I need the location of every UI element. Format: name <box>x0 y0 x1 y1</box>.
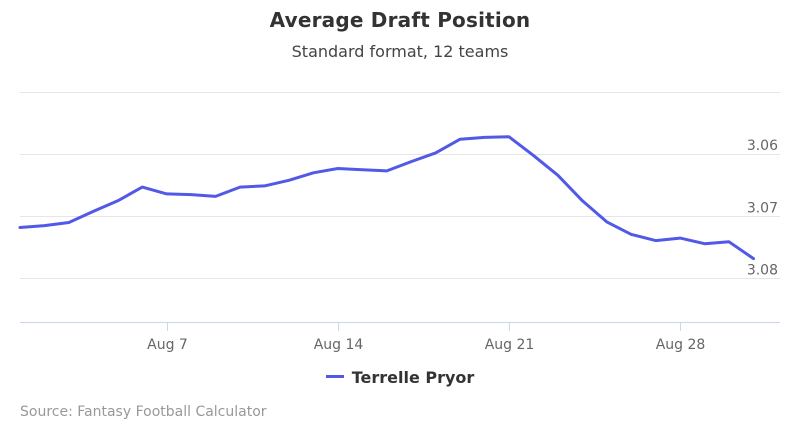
chart-subtitle: Standard format, 12 teams <box>291 42 509 61</box>
x-tick-label: Aug 7 <box>147 337 188 353</box>
legend-swatch <box>325 375 344 378</box>
x-tick-label: Aug 28 <box>656 337 706 353</box>
y-tick-label: 3.07 <box>747 200 778 216</box>
legend-label: Terrelle Pryor <box>351 368 475 387</box>
y-tick-label: 3.06 <box>747 138 778 154</box>
series-layer <box>18 135 755 261</box>
x-tick-label: Aug 21 <box>485 337 535 353</box>
x-axis-ticks: Aug 7 Aug 14 Aug 21 Aug 28 <box>147 322 705 353</box>
y-axis-ticks: 3.06 3.07 3.08 <box>747 138 778 278</box>
y-tick-label: 3.08 <box>747 262 778 278</box>
source-credit: Source: Fantasy Football Calculator <box>20 404 267 420</box>
chart-title: Average Draft Position <box>269 8 531 32</box>
gridlines <box>20 92 780 279</box>
legend[interactable]: Terrelle Pryor <box>0 368 800 387</box>
series-line-terrelle-pryor[interactable] <box>18 135 755 261</box>
x-tick-label: Aug 14 <box>314 337 364 353</box>
